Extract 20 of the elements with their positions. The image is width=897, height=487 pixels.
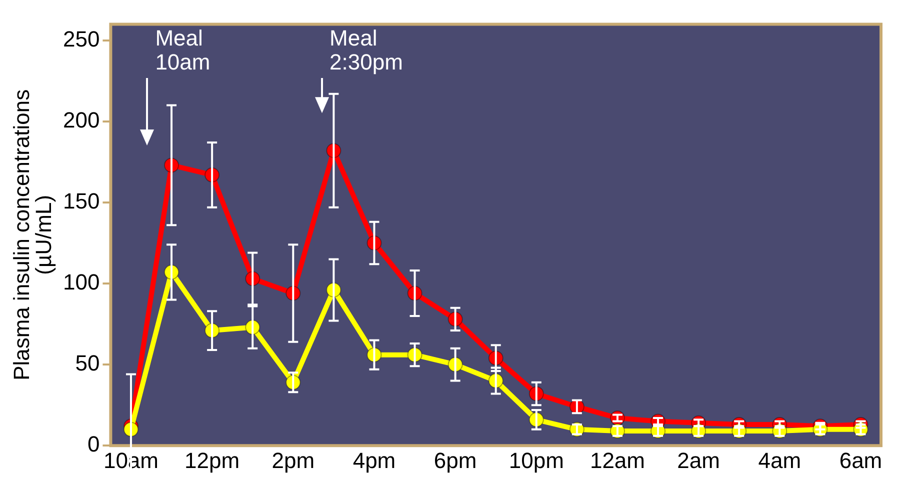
point [610,410,625,426]
x-tick-label: 4pm [352,448,396,473]
annotation: Meal 10am [155,25,210,74]
x-tick-label: 2am [677,448,720,473]
y-tick-label: 150 [62,188,100,214]
y-tick-label: 200 [62,108,100,133]
x-tick-label: 12pm [184,448,240,473]
x-tick-label: 6am [839,448,882,473]
y-tick-label: 50 [75,350,100,376]
y-tick-label: 250 [62,26,100,52]
y-tick-label: 100 [62,270,100,295]
x-tick-label: 10am [103,448,158,473]
x-tick-label: 2pm [272,448,315,473]
x-tick-label: 12am [590,448,645,473]
y-axis-title: Plasma insulin concentrations (µU/mL) [9,89,56,380]
annotation: Meal 2:30pm [330,25,403,74]
y-tick-label: 0 [87,432,100,457]
x-tick-label: 10pm [508,448,564,473]
x-tick-label: 6pm [434,448,477,473]
x-tick-label: 4am [758,448,802,473]
